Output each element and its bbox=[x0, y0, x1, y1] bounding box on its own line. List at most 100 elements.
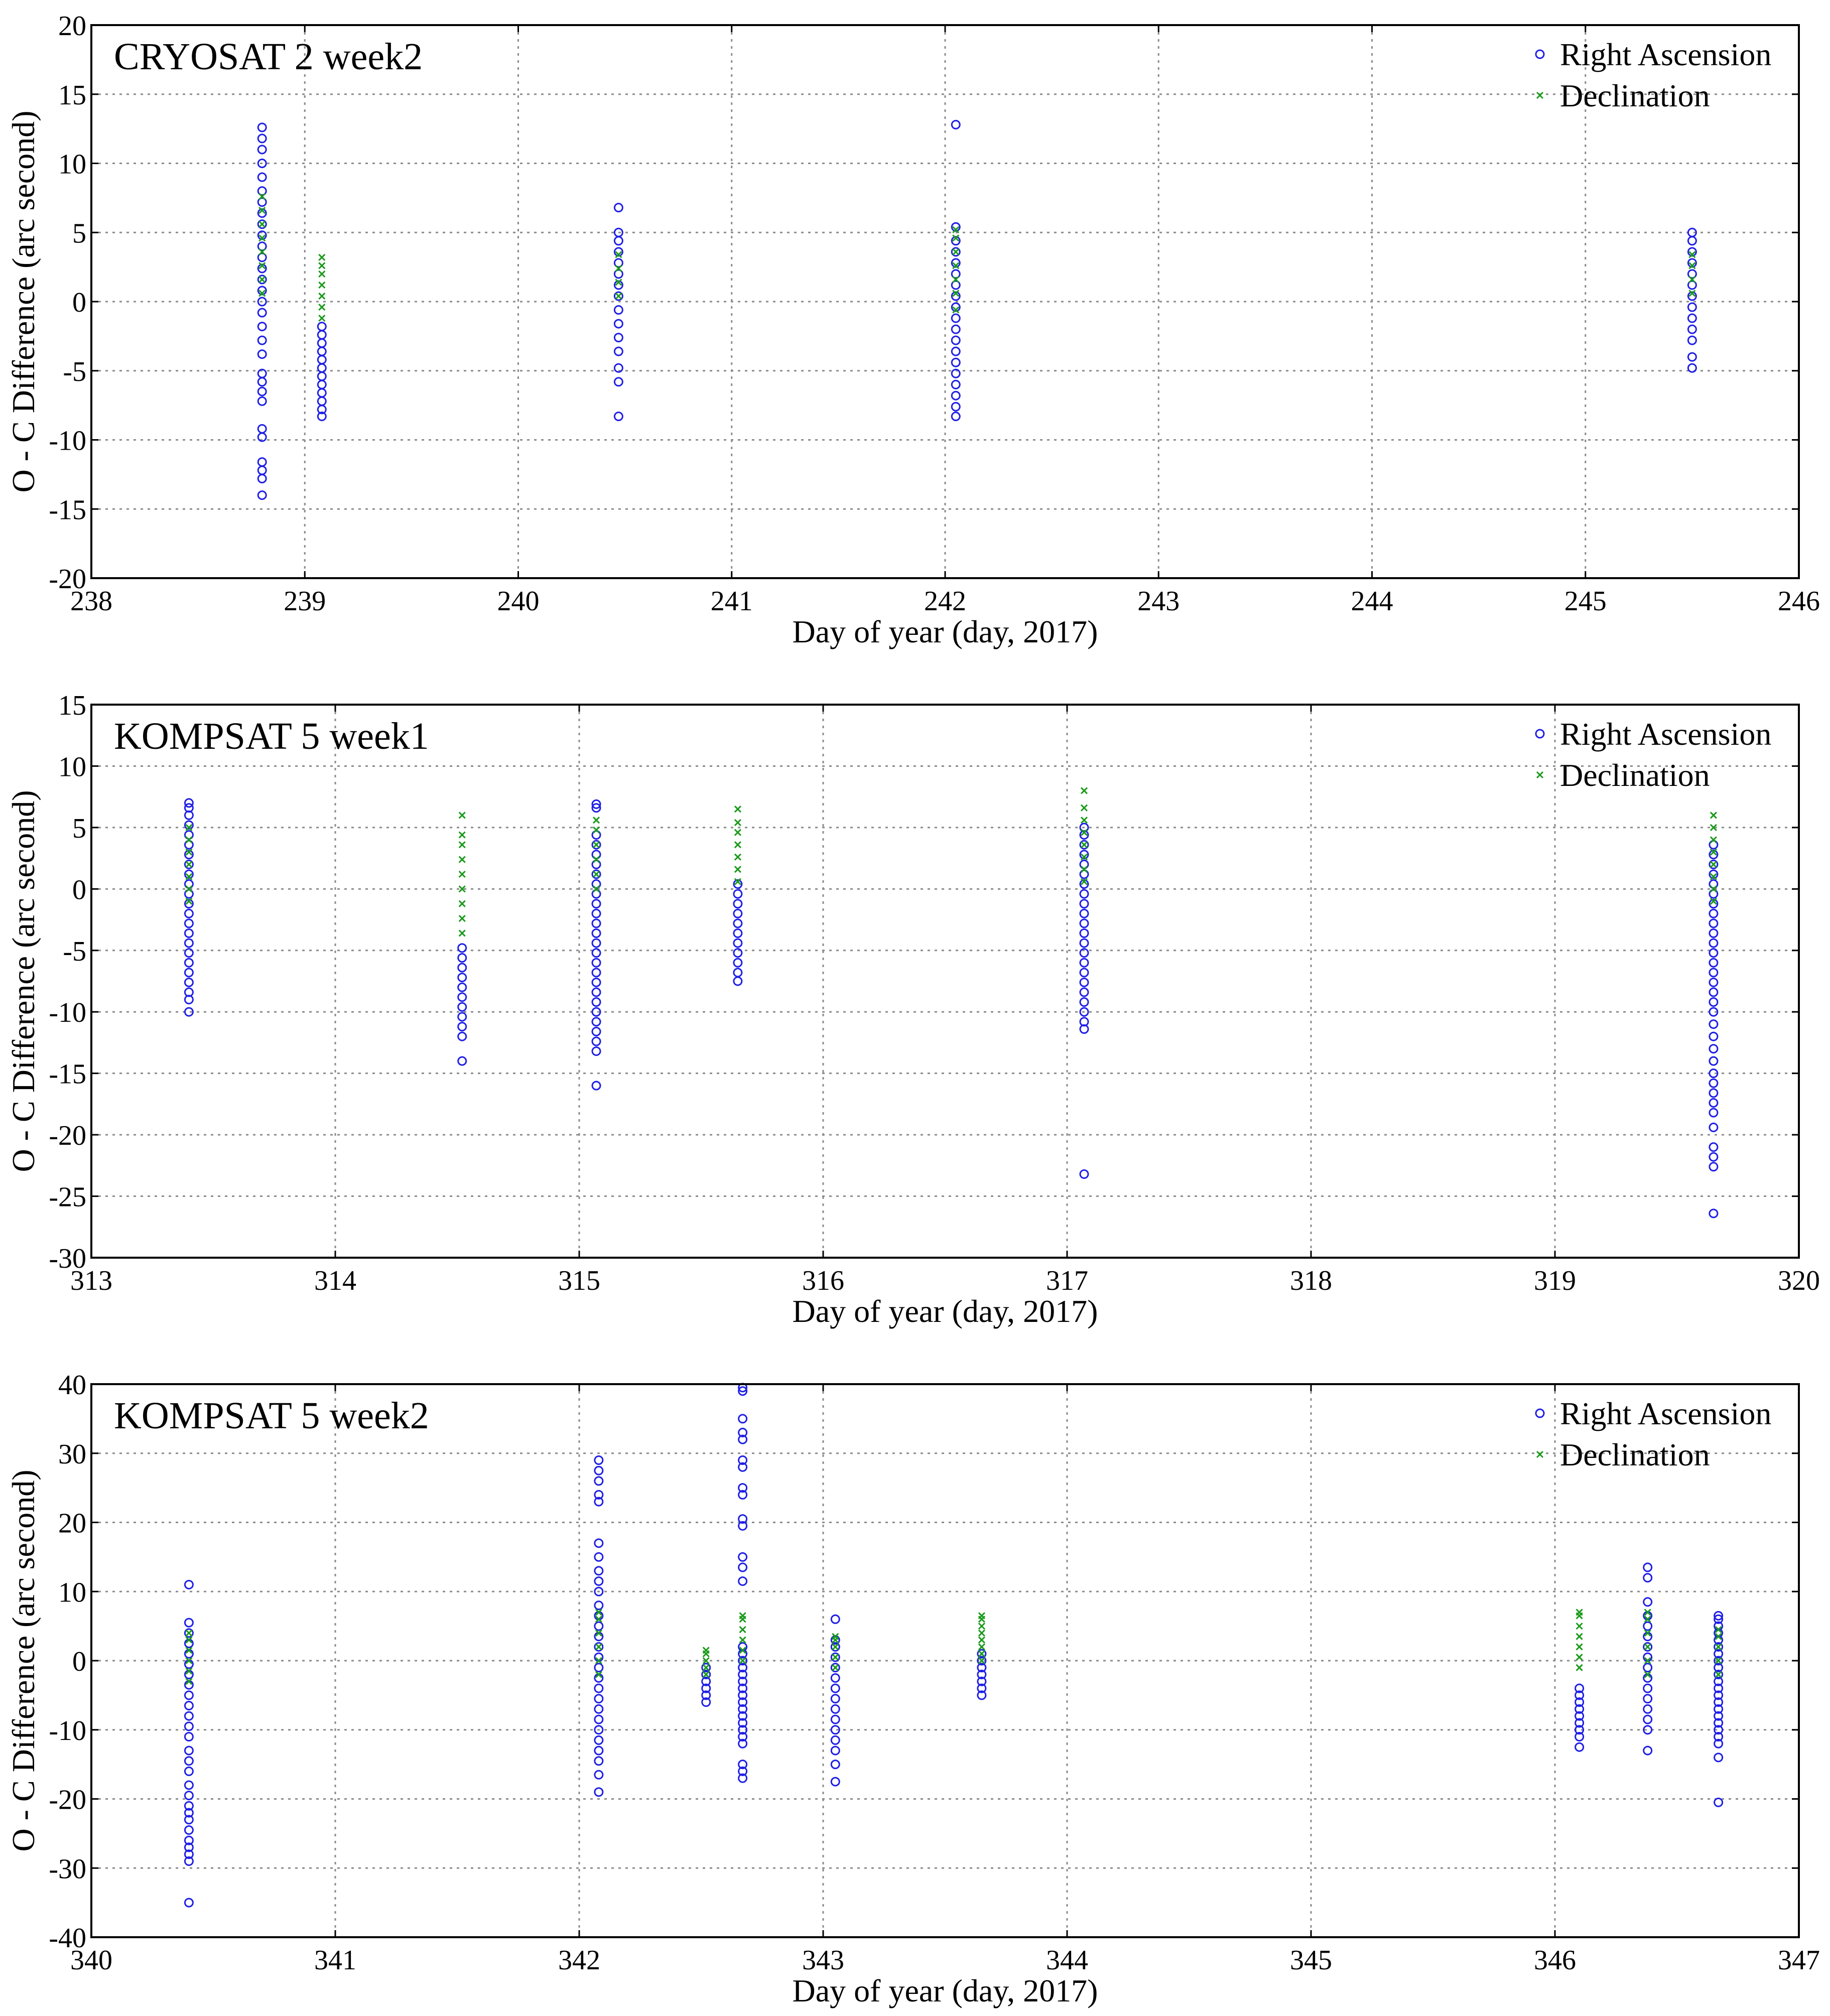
ra-point bbox=[591, 1017, 601, 1027]
ra-point bbox=[1575, 1697, 1585, 1707]
y-tick-label: -40 bbox=[49, 1923, 86, 1954]
ra-point bbox=[738, 1690, 748, 1700]
dec-point bbox=[978, 1643, 985, 1651]
dec-point bbox=[1080, 866, 1088, 873]
ra-point bbox=[257, 396, 267, 406]
ra-point bbox=[701, 1697, 711, 1707]
ra-point bbox=[738, 1414, 748, 1424]
ra-point bbox=[1714, 1683, 1724, 1693]
dec-point bbox=[734, 819, 741, 827]
ra-point bbox=[977, 1683, 987, 1693]
ra-point bbox=[594, 1621, 604, 1631]
ra-point bbox=[738, 1521, 748, 1531]
y-tick-label: 20 bbox=[58, 1508, 86, 1539]
ra-point bbox=[591, 899, 601, 909]
plot-frame bbox=[90, 24, 1800, 579]
ra-point bbox=[594, 1586, 604, 1596]
dec-point bbox=[952, 290, 960, 297]
y-tick-label: 30 bbox=[58, 1439, 86, 1470]
ra-point bbox=[457, 1012, 467, 1022]
ra-point bbox=[701, 1670, 711, 1680]
ra-point bbox=[1709, 1019, 1719, 1029]
dec-point bbox=[1644, 1616, 1651, 1623]
ra-point bbox=[1079, 938, 1089, 948]
dec-point bbox=[258, 220, 266, 228]
ra-point bbox=[1643, 1694, 1653, 1704]
dec-point bbox=[1576, 1664, 1583, 1671]
ra-point bbox=[738, 1725, 748, 1735]
ra-point bbox=[1709, 1108, 1719, 1118]
ra-point bbox=[591, 968, 601, 978]
ra-point bbox=[738, 1732, 748, 1742]
ra-point bbox=[738, 1766, 748, 1776]
dec-point bbox=[318, 262, 326, 270]
ra-point bbox=[1643, 1683, 1653, 1693]
ra-point bbox=[1575, 1683, 1585, 1693]
dec-point bbox=[978, 1629, 985, 1637]
dec-point bbox=[1715, 1626, 1722, 1634]
ra-point bbox=[594, 1538, 604, 1548]
dec-point bbox=[258, 234, 266, 242]
ra-point bbox=[1079, 977, 1089, 987]
x-axis-label: Day of year (day, 2017) bbox=[793, 1973, 1098, 2008]
ra-point bbox=[257, 275, 267, 285]
ra-point bbox=[591, 987, 601, 997]
ra-point bbox=[184, 1801, 194, 1811]
ra-point bbox=[1714, 1725, 1724, 1735]
ra-point bbox=[594, 1600, 604, 1610]
y-tick-label: 5 bbox=[72, 218, 86, 249]
dec-point bbox=[952, 234, 960, 242]
y-tick-label: 20 bbox=[58, 11, 86, 42]
ra-point bbox=[613, 377, 623, 387]
x-tick-label: 242 bbox=[924, 586, 966, 617]
ra-point bbox=[184, 1628, 194, 1638]
ra-point bbox=[591, 1007, 601, 1017]
ra-point bbox=[733, 958, 743, 968]
ra-point bbox=[594, 1725, 604, 1735]
ra-point bbox=[1709, 1122, 1719, 1132]
ra-point bbox=[830, 1642, 840, 1652]
ra-point bbox=[184, 928, 194, 938]
ra-point bbox=[951, 324, 961, 334]
dec-point bbox=[952, 276, 960, 283]
ra-point bbox=[184, 908, 194, 918]
x-tick-label: 241 bbox=[711, 586, 753, 617]
y-tick-label: -30 bbox=[49, 1243, 86, 1274]
ra-point bbox=[1709, 968, 1719, 978]
ra-point bbox=[457, 992, 467, 1002]
dec-point bbox=[592, 856, 600, 863]
dec-point bbox=[318, 281, 326, 289]
chart-panel-2: 313 314 315 316 317 318 319 320 -30 -25 -20 -15 -10 -… bbox=[6, 690, 1820, 1329]
y-tick-label: 15 bbox=[58, 80, 86, 111]
ra-point bbox=[184, 968, 194, 978]
legend-ra-marker bbox=[1535, 1408, 1545, 1418]
x-tick-label: 314 bbox=[314, 1265, 356, 1296]
ra-point bbox=[184, 899, 194, 909]
plot-area bbox=[91, 705, 1799, 1258]
x-tick-label: 319 bbox=[1534, 1265, 1576, 1296]
ra-point bbox=[1714, 1690, 1724, 1700]
ra-point bbox=[977, 1676, 987, 1686]
ra-point bbox=[1709, 1162, 1719, 1172]
dec-point bbox=[1710, 861, 1717, 868]
ra-point bbox=[1714, 1697, 1724, 1707]
x-tick-label: 318 bbox=[1290, 1265, 1332, 1296]
dec-point bbox=[734, 866, 741, 873]
dec-point bbox=[734, 829, 741, 836]
y-tick-label: -30 bbox=[49, 1853, 86, 1885]
y-tick-label: -5 bbox=[63, 356, 86, 387]
dec-point bbox=[258, 207, 266, 214]
ra-point bbox=[257, 230, 267, 240]
ra-point bbox=[738, 1711, 748, 1721]
ra-point bbox=[1714, 1797, 1724, 1807]
y-tick-label: -20 bbox=[49, 564, 86, 595]
ra-point bbox=[1643, 1621, 1653, 1631]
ra-point bbox=[1709, 1007, 1719, 1017]
y-tick-label: 40 bbox=[58, 1370, 86, 1401]
dec-point bbox=[185, 1657, 193, 1665]
dec-point bbox=[1710, 812, 1717, 819]
ra-point bbox=[613, 363, 623, 373]
ra-point bbox=[184, 1780, 194, 1790]
ra-point bbox=[457, 1022, 467, 1032]
dec-point bbox=[1080, 817, 1088, 824]
